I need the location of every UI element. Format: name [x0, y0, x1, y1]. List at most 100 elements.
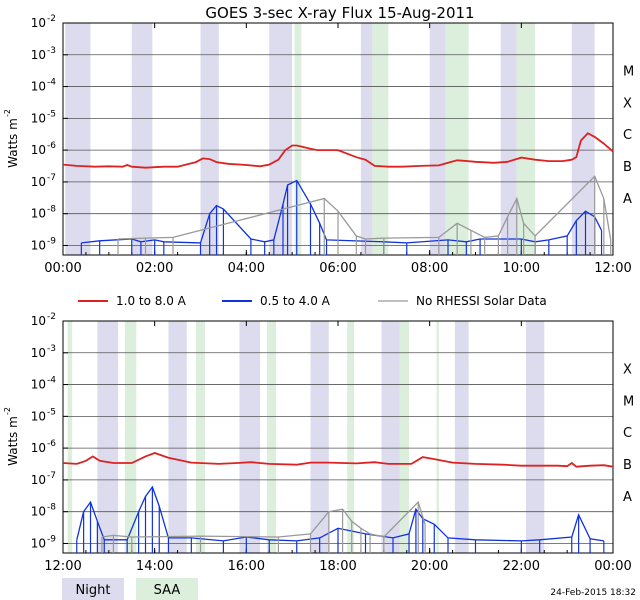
- x-tick-label: 16:00: [228, 559, 265, 574]
- chart-title: GOES 3-sec X-ray Flux 15-Aug-2011: [205, 4, 474, 22]
- y-tick-label: 10: [31, 143, 46, 157]
- series-line-short: [81, 179, 603, 244]
- y-tick-exponent: -3: [47, 46, 56, 56]
- y-tick-label: 10: [31, 16, 46, 30]
- y-axis-label-exponent: -2: [3, 109, 12, 117]
- night-band: [65, 23, 91, 255]
- y-tick-exponent: -9: [47, 534, 56, 544]
- series-line-long: [62, 452, 614, 468]
- saa-band: [516, 23, 536, 255]
- y-tick-label: 10: [31, 473, 46, 487]
- night-band: [429, 23, 446, 255]
- series-line-no-rhessi: [117, 175, 612, 241]
- y-tick-label: 10: [31, 536, 46, 550]
- shade-legend-label: SAA: [154, 583, 181, 598]
- y-tick-label: 10: [31, 175, 46, 189]
- y-tick-exponent: -6: [47, 141, 56, 151]
- y-tick-label: 10: [31, 111, 46, 125]
- y-tick-label: 10: [31, 441, 46, 455]
- y-tick-label: 10: [31, 238, 46, 252]
- flare-class-label: M: [623, 65, 634, 80]
- y-tick-exponent: -4: [47, 78, 56, 88]
- saa-band: [436, 321, 439, 553]
- flare-class-label: M: [623, 394, 634, 409]
- y-tick-label: 10: [31, 207, 46, 221]
- night-band: [200, 23, 219, 255]
- x-tick-label: 00:00: [44, 261, 81, 276]
- saa-band: [399, 321, 410, 553]
- x-tick-label: 06:00: [319, 261, 356, 276]
- y-tick-exponent: -6: [47, 439, 56, 449]
- y-tick-label: 10: [31, 314, 46, 328]
- x-tick-label: 20:00: [411, 559, 448, 574]
- legend-label: 1.0 to 8.0 A: [116, 294, 187, 308]
- night-band: [500, 23, 517, 255]
- flare-class-label: A: [623, 192, 632, 207]
- y-tick-exponent: -8: [47, 205, 56, 215]
- night-band: [381, 321, 400, 553]
- y-axis-label-exponent: -2: [3, 407, 12, 415]
- y-tick-exponent: -2: [47, 312, 56, 322]
- night-band: [360, 23, 373, 255]
- y-tick-label: 10: [31, 80, 46, 94]
- y-tick-label: 10: [31, 378, 46, 392]
- flare-class-label: A: [623, 490, 632, 505]
- saa-band: [266, 321, 277, 553]
- x-tick-label: 02:00: [136, 261, 173, 276]
- night-band: [239, 321, 261, 553]
- y-tick-label: 10: [31, 409, 46, 423]
- flare-class-label: C: [623, 426, 632, 441]
- x-tick-label: 10:00: [503, 261, 540, 276]
- night-band: [310, 321, 329, 553]
- y-axis-label: Watts m: [6, 118, 20, 168]
- legend-label: No RHESSI Solar Data: [416, 294, 547, 308]
- night-band: [269, 23, 293, 255]
- shade-legend-swatch: [62, 578, 124, 600]
- series-legend: 1.0 to 8.0 A 0.5 to 4.0 A No RHESSI Solar …: [78, 294, 547, 308]
- x-tick-label: 04:00: [228, 261, 265, 276]
- y-tick-exponent: -5: [47, 407, 56, 417]
- flare-class-label: B: [623, 458, 632, 473]
- shade-legend-label: Night: [76, 583, 111, 598]
- saa-band: [124, 321, 137, 553]
- series-line-no-rhessi: [101, 500, 426, 538]
- x-tick-label: 00:00: [594, 559, 631, 574]
- y-tick-exponent: -5: [47, 109, 56, 119]
- shade-legend-swatch: [136, 578, 198, 600]
- x-tick-label: 12:00: [44, 559, 81, 574]
- y-tick-exponent: -7: [47, 173, 56, 183]
- y-tick-exponent: -4: [47, 376, 56, 386]
- saa-band: [195, 321, 206, 553]
- series-line-short: [76, 485, 604, 542]
- saa-band: [347, 321, 355, 553]
- y-tick-exponent: -9: [47, 236, 56, 246]
- y-tick-label: 10: [31, 48, 46, 62]
- flare-class-label: X: [623, 96, 632, 111]
- night-saa-legend: Night SAA: [62, 578, 198, 600]
- y-tick-exponent: -3: [47, 344, 56, 354]
- night-band: [168, 321, 187, 553]
- saa-band: [445, 23, 469, 255]
- y-tick-label: 10: [31, 346, 46, 360]
- x-tick-label: 08:00: [411, 261, 448, 276]
- x-tick-label: 14:00: [136, 559, 173, 574]
- night-band: [454, 321, 469, 553]
- y-axis-label: Watts m: [6, 416, 20, 466]
- y-tick-exponent: -7: [47, 471, 56, 481]
- y-tick-exponent: -2: [47, 14, 56, 24]
- legend-label: 0.5 to 4.0 A: [260, 294, 331, 308]
- x-tick-label: 22:00: [503, 559, 540, 574]
- footer-timestamp: 24-Feb-2015 18:32: [550, 588, 636, 598]
- saa-band: [67, 321, 73, 553]
- flare-class-label: X: [623, 363, 632, 378]
- night-band: [131, 23, 153, 255]
- y-tick-label: 10: [31, 505, 46, 519]
- series-line-long: [62, 132, 614, 169]
- x-tick-label: 18:00: [319, 559, 356, 574]
- y-tick-exponent: -8: [47, 503, 56, 513]
- flare-class-label: B: [623, 160, 632, 175]
- saa-band: [372, 23, 389, 255]
